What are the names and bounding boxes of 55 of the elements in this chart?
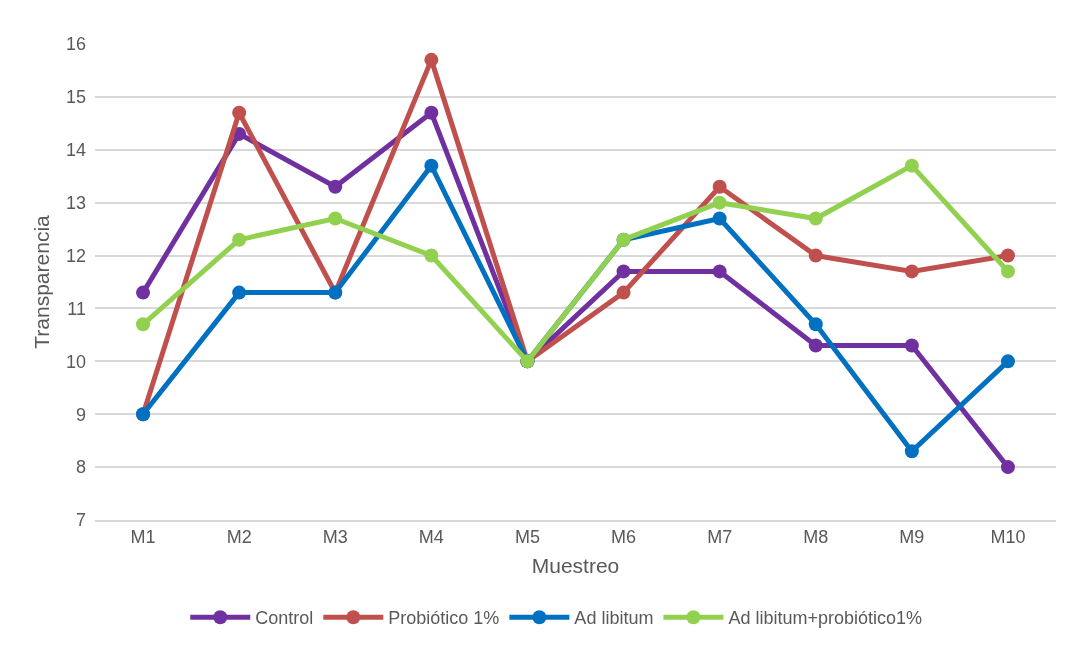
point — [808, 338, 823, 353]
y-tick-label: 10 — [65, 351, 86, 372]
y-tick-label: 14 — [65, 140, 86, 161]
y-tick-label: 8 — [75, 457, 86, 478]
point — [712, 264, 727, 279]
point — [1000, 264, 1015, 279]
point — [904, 264, 919, 279]
point — [904, 338, 919, 353]
point — [424, 248, 439, 263]
point — [424, 158, 439, 173]
point — [808, 211, 823, 226]
point — [904, 444, 919, 459]
y-tick-label: 13 — [65, 192, 86, 213]
point — [136, 285, 151, 300]
point — [328, 179, 343, 194]
y-tick-label: 16 — [65, 34, 86, 55]
point — [136, 317, 151, 332]
y-tick-label: 9 — [75, 404, 86, 425]
point — [232, 232, 247, 247]
y-tick-label: 12 — [65, 245, 86, 266]
x-tick-label: M10 — [990, 527, 1026, 548]
x-tick-label: M5 — [514, 527, 540, 548]
y-axis-title: Transparencia — [30, 214, 54, 349]
x-axis-title: Muestreo — [531, 554, 620, 578]
point — [904, 158, 919, 173]
legend-label: Ad libitum+probiótico1% — [728, 608, 923, 629]
point — [1000, 460, 1015, 475]
point — [424, 52, 439, 67]
point — [232, 285, 247, 300]
x-tick-label: M4 — [418, 527, 444, 548]
legend-label: Control — [255, 608, 314, 629]
point — [712, 211, 727, 226]
x-tick-label: M2 — [226, 527, 252, 548]
point — [328, 211, 343, 226]
x-tick-label: M9 — [899, 527, 925, 548]
point — [808, 317, 823, 332]
point — [424, 105, 439, 120]
point — [232, 105, 247, 120]
point — [712, 179, 727, 194]
point — [616, 285, 631, 300]
y-tick-label: 15 — [65, 87, 86, 108]
point — [712, 195, 727, 210]
point — [808, 248, 823, 263]
y-tick-label: 7 — [75, 510, 86, 531]
point — [616, 264, 631, 279]
legend-label: Ad libitum — [574, 608, 654, 629]
point — [1000, 354, 1015, 369]
x-tick-label: M6 — [611, 527, 637, 548]
x-tick-label: M3 — [322, 527, 348, 548]
x-tick-label: M1 — [130, 527, 156, 548]
legend-label: Probiótico 1% — [388, 608, 500, 629]
point — [1000, 248, 1015, 263]
y-tick-label: 11 — [67, 298, 86, 319]
x-tick-label: M8 — [803, 527, 829, 548]
x-tick-label: M7 — [707, 527, 733, 548]
